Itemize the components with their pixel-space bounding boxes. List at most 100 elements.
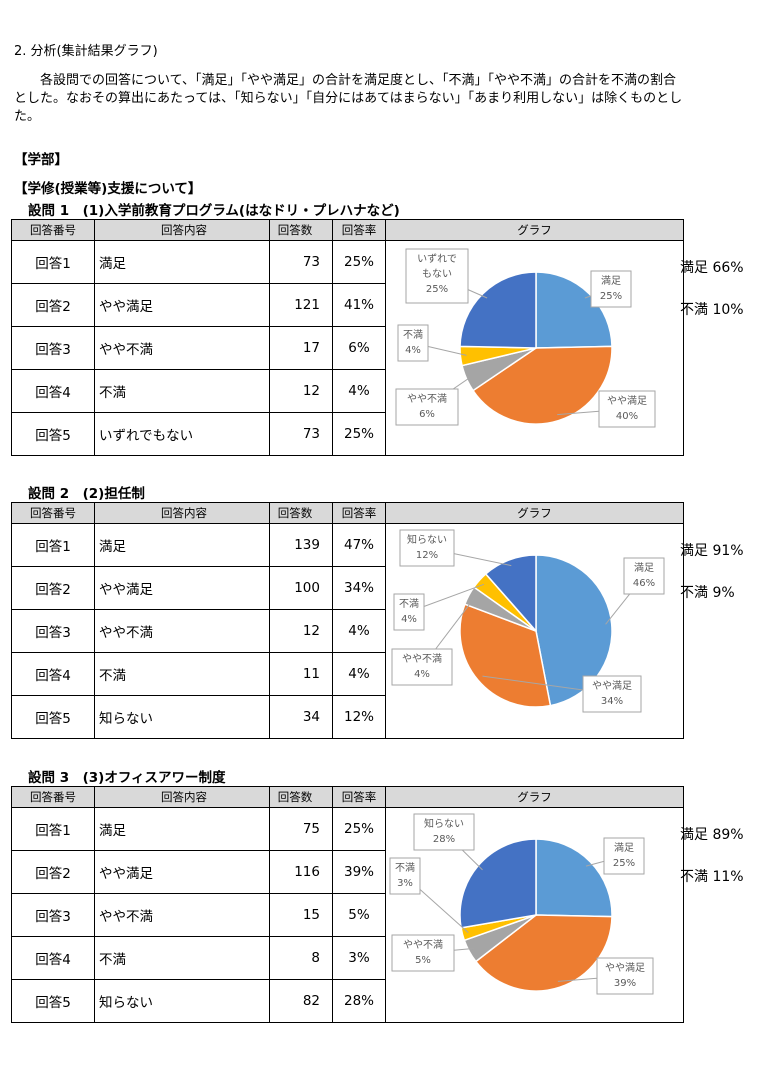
header-graph: グラフ [385, 219, 684, 241]
graph-cell: 満足 25% やや満足 39% やや不満 5% 不満 3% 知らない 28% [385, 807, 684, 1023]
label-category: やや満足 [607, 395, 647, 407]
answer-table: 回答番号 回答内容 回答数 回答率 グラフ 回答1 満足 73 25% 満足 25… [11, 219, 684, 456]
answer-content: 満足 [94, 240, 270, 284]
answer-count: 82 [269, 979, 333, 1023]
slice-somewhat-satisfied [474, 914, 613, 992]
table-header-row: 回答番号 回答内容 回答数 回答率 グラフ [11, 502, 684, 524]
answer-count: 12 [269, 609, 333, 653]
answer-no: 回答4 [11, 369, 95, 413]
answer-no: 回答1 [11, 523, 95, 567]
label-box [598, 390, 656, 428]
answer-count: 8 [269, 936, 333, 980]
label-percent: 4% [405, 345, 421, 356]
answer-count: 11 [269, 652, 333, 696]
data-label: やや不満 4% [391, 597, 475, 686]
slice-other [459, 271, 537, 349]
table-row: 回答4 不満 8 3% [11, 936, 684, 980]
label-box [391, 934, 455, 972]
answer-no: 回答3 [11, 609, 95, 653]
slice-somewhat-satisfied [459, 603, 552, 708]
question-title: 設問 2 (2)担任制 [28, 486, 145, 502]
label-percent: 34% [601, 696, 623, 707]
table-header-row: 回答番号 回答内容 回答数 回答率 グラフ [11, 786, 684, 808]
answer-count: 121 [269, 283, 333, 327]
answer-no: 回答5 [11, 979, 95, 1023]
data-label: 不満 4% [393, 583, 485, 631]
header-count: 回答数 [269, 219, 333, 241]
answer-rate: 3% [332, 936, 386, 980]
answer-no: 回答4 [11, 936, 95, 980]
answer-rate: 25% [332, 807, 386, 851]
answer-rate: 4% [332, 609, 386, 653]
dissatisfaction-total: 不満 10% [680, 302, 744, 318]
slice-satisfied [535, 271, 613, 349]
table-row: 回答5 知らない 34 12% [11, 695, 684, 739]
label-category: 知らない [424, 817, 464, 830]
satisfaction-total: 満足 91% [680, 543, 744, 559]
label-box [596, 957, 654, 995]
answer-count: 15 [269, 893, 333, 937]
header-content: 回答内容 [94, 786, 270, 808]
label-percent: 6% [419, 409, 435, 420]
answer-rate: 6% [332, 326, 386, 370]
answer-content: やや満足 [94, 283, 270, 327]
header-content: 回答内容 [94, 219, 270, 241]
label-category: やや不満 [407, 393, 447, 405]
dissatisfaction-total: 不満 9% [680, 585, 735, 601]
label-box [623, 557, 665, 595]
data-label: 満足 25% [585, 837, 645, 875]
label-category: 満足 [614, 842, 634, 854]
pie-chart: 満足 25% やや満足 40% やや不満 6% 不満 4% いずれでもない 25% [395, 248, 656, 428]
answer-no: 回答4 [11, 652, 95, 696]
answer-no: 回答1 [11, 240, 95, 284]
header-content: 回答内容 [94, 502, 270, 524]
answer-rate: 4% [332, 652, 386, 696]
faculty-heading: 【学部】 [14, 152, 68, 168]
answer-rate: 34% [332, 566, 386, 610]
intro-text: 各設問での回答について、「満足」「やや満足」の合計を満足度とし、「不満」「やや不… [14, 72, 764, 126]
label-percent: 4% [414, 669, 430, 680]
answer-no: 回答5 [11, 412, 95, 456]
data-label: やや満足 40% [557, 390, 656, 428]
answer-content: 満足 [94, 523, 270, 567]
table-row: 回答4 不満 11 4% [11, 652, 684, 696]
dissatisfaction-total: 不満 11% [680, 869, 744, 885]
answer-content: 知らない [94, 979, 270, 1023]
answer-count: 139 [269, 523, 333, 567]
data-label: 不満 4% [397, 324, 467, 362]
satisfaction-total: 満足 66% [680, 260, 744, 276]
label-box [413, 813, 475, 851]
graph-cell: 満足 46% やや満足 34% やや不満 4% 不満 4% 知らない 12% [385, 523, 684, 739]
answer-no: 回答2 [11, 566, 95, 610]
header-count: 回答数 [269, 502, 333, 524]
label-percent: 28% [433, 834, 455, 845]
label-percent: 5% [415, 955, 431, 966]
answer-content: やや不満 [94, 609, 270, 653]
label-box [391, 648, 453, 686]
table-header-row: 回答番号 回答内容 回答数 回答率 グラフ [11, 219, 684, 241]
answer-content: 知らない [94, 695, 270, 739]
label-box [405, 248, 469, 304]
label-percent: 12% [416, 550, 438, 561]
label-category: やや満足 [605, 962, 645, 974]
answer-rate: 28% [332, 979, 386, 1023]
slice-somewhat-satisfied [471, 345, 613, 425]
label-category: やや不満 [403, 939, 443, 951]
satisfaction-total: 満足 89% [680, 827, 744, 843]
graph-cell: 満足 25% やや満足 40% やや不満 6% 不満 4% いずれで もない 25% [385, 240, 684, 456]
label-category: やや満足 [592, 680, 632, 692]
table-row: 回答3 やや不満 15 5% [11, 893, 684, 937]
label-percent: 25% [600, 291, 622, 302]
data-label: やや満足 39% [557, 957, 654, 995]
answer-rate: 39% [332, 850, 386, 894]
header-rate: 回答率 [332, 786, 386, 808]
header-graph: グラフ [385, 786, 684, 808]
category-heading: 【学修(授業等)支援について】 [14, 181, 202, 197]
answer-count: 34 [269, 695, 333, 739]
answer-content: 不満 [94, 369, 270, 413]
data-label: やや不満 6% [395, 375, 473, 426]
table-row: 回答2 やや満足 100 34% [11, 566, 684, 610]
answer-content: いずれでもない [94, 412, 270, 456]
label-box [393, 593, 425, 631]
answer-count: 116 [269, 850, 333, 894]
